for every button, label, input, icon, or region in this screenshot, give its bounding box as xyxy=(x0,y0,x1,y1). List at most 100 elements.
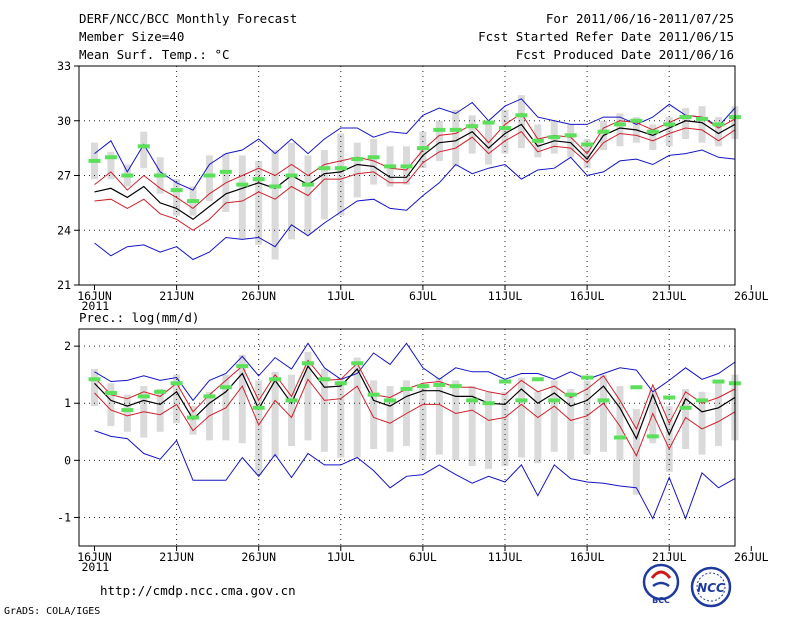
prec-obs-marker xyxy=(170,381,183,386)
prec-spread-box xyxy=(189,406,197,435)
temp-obs-marker xyxy=(531,138,544,143)
prec-obs-marker xyxy=(712,379,725,384)
prec-spread-box xyxy=(320,368,328,452)
prec-spread-box xyxy=(419,386,427,461)
bcc-logo-text: BCC xyxy=(652,596,670,605)
prec-obs-marker xyxy=(696,398,709,403)
prec-spread-box xyxy=(698,391,706,455)
prec-obs-marker xyxy=(285,398,298,403)
temp-series-mean xyxy=(94,120,736,221)
fcst-started-label: Fcst Started Refer Date 2011/06/15 xyxy=(478,29,734,44)
temp-spread-box xyxy=(649,124,657,150)
prec-plot-frame xyxy=(78,328,736,547)
temp-spread-box xyxy=(517,95,525,149)
prec-spread-box xyxy=(468,386,476,467)
temp-spread-box xyxy=(337,133,345,216)
temp-obs-marker xyxy=(712,122,725,127)
temp-obs-marker xyxy=(482,120,495,125)
source-url: http://cmdp.ncc.cma.gov.cn xyxy=(100,583,296,598)
prec-obs-marker xyxy=(121,408,134,413)
temp-spread-box xyxy=(107,151,115,180)
temp-obs-marker xyxy=(466,124,479,129)
temp-obs-marker xyxy=(449,127,462,132)
temp-obs-marker xyxy=(613,122,626,127)
prec-spread-box xyxy=(632,408,640,495)
prec-obs-marker xyxy=(187,415,200,420)
prec-spread-box xyxy=(665,406,673,472)
temp-obs-marker xyxy=(646,129,659,134)
prec-year-label: 2011 xyxy=(82,560,110,574)
temp-ytick-label: 27 xyxy=(57,169,71,183)
prec-spread-box xyxy=(600,374,608,452)
prec-obs-marker xyxy=(597,398,610,403)
precip-panel-title: Prec.: log(mm/d) xyxy=(79,310,199,325)
prec-spread-box xyxy=(370,380,378,449)
prec-obs-marker xyxy=(334,381,347,386)
prec-obs-marker xyxy=(88,377,101,382)
prec-xtick-label: 16JUN xyxy=(77,550,112,564)
prec-obs-marker xyxy=(384,398,397,403)
figure-title: DERF/NCC/BCC Monthly Forecast xyxy=(79,11,297,26)
prec-obs-marker xyxy=(416,384,429,389)
temp-spread-box xyxy=(698,106,706,143)
prec-xtick-label: 1JUL xyxy=(327,550,355,564)
temp-series-std-upper xyxy=(94,112,736,210)
temp-obs-marker xyxy=(581,142,594,147)
prec-spread-box xyxy=(649,388,657,444)
prec-obs-marker xyxy=(236,364,249,369)
temp-obs-marker xyxy=(630,118,643,123)
temp-obs-marker xyxy=(236,182,249,187)
prec-spread-box xyxy=(304,351,312,441)
temp-spread-box xyxy=(452,109,460,167)
temp-spread-box xyxy=(320,149,328,220)
temp-obs-marker xyxy=(679,115,692,120)
prec-obs-marker xyxy=(318,377,331,382)
temp-obs-marker xyxy=(318,166,331,171)
temp-ytick-label: 24 xyxy=(57,223,71,237)
prec-xtick-label: 21JUL xyxy=(652,550,687,564)
prec-obs-marker xyxy=(564,392,577,397)
temp-obs-marker xyxy=(203,173,216,178)
prec-spread-box xyxy=(238,354,246,444)
prec-spread-box xyxy=(682,388,690,449)
temp-obs-marker xyxy=(663,122,676,127)
temp-obs-marker xyxy=(252,177,265,182)
prec-obs-marker xyxy=(154,389,167,394)
prec-obs-marker xyxy=(613,435,626,440)
prec-xtick-label: 11JUL xyxy=(488,550,523,564)
fcst-produced-label: Fcst Produced Date 2011/06/16 xyxy=(516,47,734,62)
prec-spread-box xyxy=(107,383,115,427)
temp-series-std-lower xyxy=(94,127,736,231)
temp-obs-marker xyxy=(351,157,364,162)
temp-obs-marker xyxy=(219,169,232,174)
prec-spread-box xyxy=(271,371,279,458)
temp-xtick-label: 26JUL xyxy=(734,289,769,303)
prec-series-std-lower xyxy=(94,378,736,457)
temp-ytick-label: 21 xyxy=(57,278,71,292)
temp-spread-box xyxy=(205,155,213,202)
prec-obs-marker xyxy=(433,382,446,387)
temp-obs-marker xyxy=(269,184,282,189)
prec-spread-box xyxy=(501,391,509,467)
temp-obs-marker xyxy=(187,199,200,204)
temp-xtick-label: 1JUL xyxy=(327,289,355,303)
prec-obs-marker xyxy=(531,377,544,382)
temp-obs-marker xyxy=(564,133,577,138)
temp-obs-marker xyxy=(384,164,397,169)
temp-obs-marker xyxy=(285,173,298,178)
prec-ytick-label: 1 xyxy=(64,396,71,410)
prec-xtick-label: 16JUL xyxy=(570,550,605,564)
prec-spread-box xyxy=(156,388,164,432)
forecast-period-label: For 2011/06/16-2011/07/25 xyxy=(546,11,734,26)
temp-obs-marker xyxy=(548,135,561,140)
temp-obs-marker xyxy=(696,116,709,121)
prec-obs-marker xyxy=(663,395,676,400)
temp-obs-marker xyxy=(433,127,446,132)
temp-obs-marker xyxy=(104,155,117,160)
temp-xtick-label: 21JUL xyxy=(652,289,687,303)
prec-xtick-label: 26JUL xyxy=(734,550,769,564)
prec-obs-marker xyxy=(679,405,692,410)
prec-ytick-label: 0 xyxy=(64,453,71,467)
temp-year-label: 2011 xyxy=(82,299,110,313)
